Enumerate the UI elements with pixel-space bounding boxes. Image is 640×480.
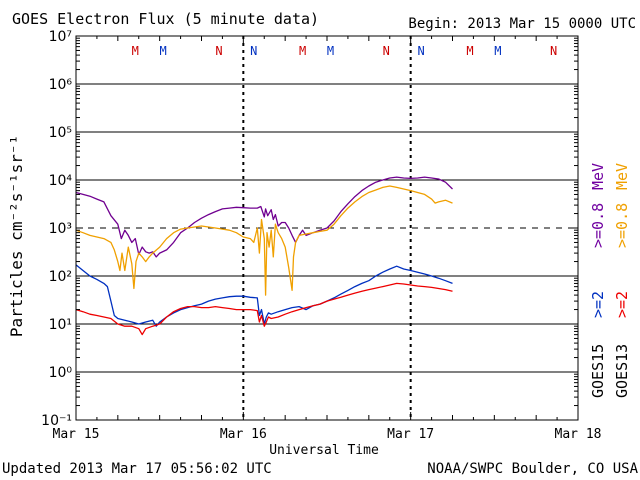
y-axis-ticks: 10⁷ 10⁶ 10⁵ 10⁴ 10³ 10² 10¹ 10⁰ 10⁻¹: [41, 29, 578, 429]
begin-time-label: Begin: 2013 Mar 15 0000 UTC: [408, 16, 636, 32]
marker-label: M: [466, 44, 473, 58]
y-tick-label: 10¹: [49, 317, 72, 333]
y-tick-label: 10⁻¹: [41, 413, 72, 429]
legend-satellite-goes15: GOES15: [589, 344, 607, 398]
y-axis-label: Particles cm⁻²s⁻¹sr⁻¹: [7, 135, 26, 337]
legend-goes15-08mev: >=0.8: [589, 203, 607, 248]
y-tick-label: 10⁵: [49, 125, 72, 141]
marker-label: M: [132, 44, 139, 58]
y-tick-label: 10⁰: [49, 365, 73, 381]
y-tick-label: 10⁴: [49, 173, 73, 189]
legend-mev-unit-goes15: MeV: [589, 163, 607, 190]
legend-satellite-goes13: GOES13: [613, 344, 631, 398]
marker-label: M: [327, 44, 334, 58]
legend: GOES15 GOES13 >=2 >=2 >=0.8 >=0.8 MeV Me…: [589, 163, 631, 398]
series-line: [75, 282, 453, 336]
y-tick-label: 10²: [49, 269, 72, 285]
data-series: [75, 176, 453, 336]
updated-timestamp: Updated 2013 Mar 17 05:56:02 UTC: [2, 461, 272, 477]
marker-label: N: [215, 44, 222, 58]
series-line: [75, 185, 453, 296]
marker-label: N: [550, 44, 557, 58]
y-tick-label: 10⁶: [49, 77, 73, 93]
y-tick-label: 10⁷: [49, 29, 72, 45]
series-line: [75, 264, 453, 327]
marker-label: N: [383, 44, 390, 58]
marker-label: N: [418, 44, 425, 58]
chart-title: GOES Electron Flux (5 minute data): [12, 10, 319, 28]
credit-label: NOAA/SWPC Boulder, CO USA: [427, 461, 638, 477]
marker-label: M: [299, 44, 306, 58]
x-axis-label: Universal Time: [269, 443, 379, 458]
y-tick-label: 10³: [49, 221, 72, 237]
series-line: [75, 176, 453, 258]
legend-goes13-2mev: >=2: [613, 291, 631, 318]
marker-label: M: [160, 44, 167, 58]
x-tick-label: Mar 15: [53, 427, 100, 442]
x-tick-label: Mar 18: [555, 427, 602, 442]
legend-mev-unit-goes13: MeV: [613, 163, 631, 190]
marker-label: M: [494, 44, 501, 58]
legend-goes15-2mev: >=2: [589, 291, 607, 318]
marker-label: N: [250, 44, 257, 58]
x-tick-label: Mar 17: [387, 427, 434, 442]
x-tick-label: Mar 16: [220, 427, 267, 442]
x-axis-ticks: Mar 15 Mar 16 Mar 17 Mar 18: [53, 36, 602, 442]
legend-goes13-08mev: >=0.8: [613, 203, 631, 248]
